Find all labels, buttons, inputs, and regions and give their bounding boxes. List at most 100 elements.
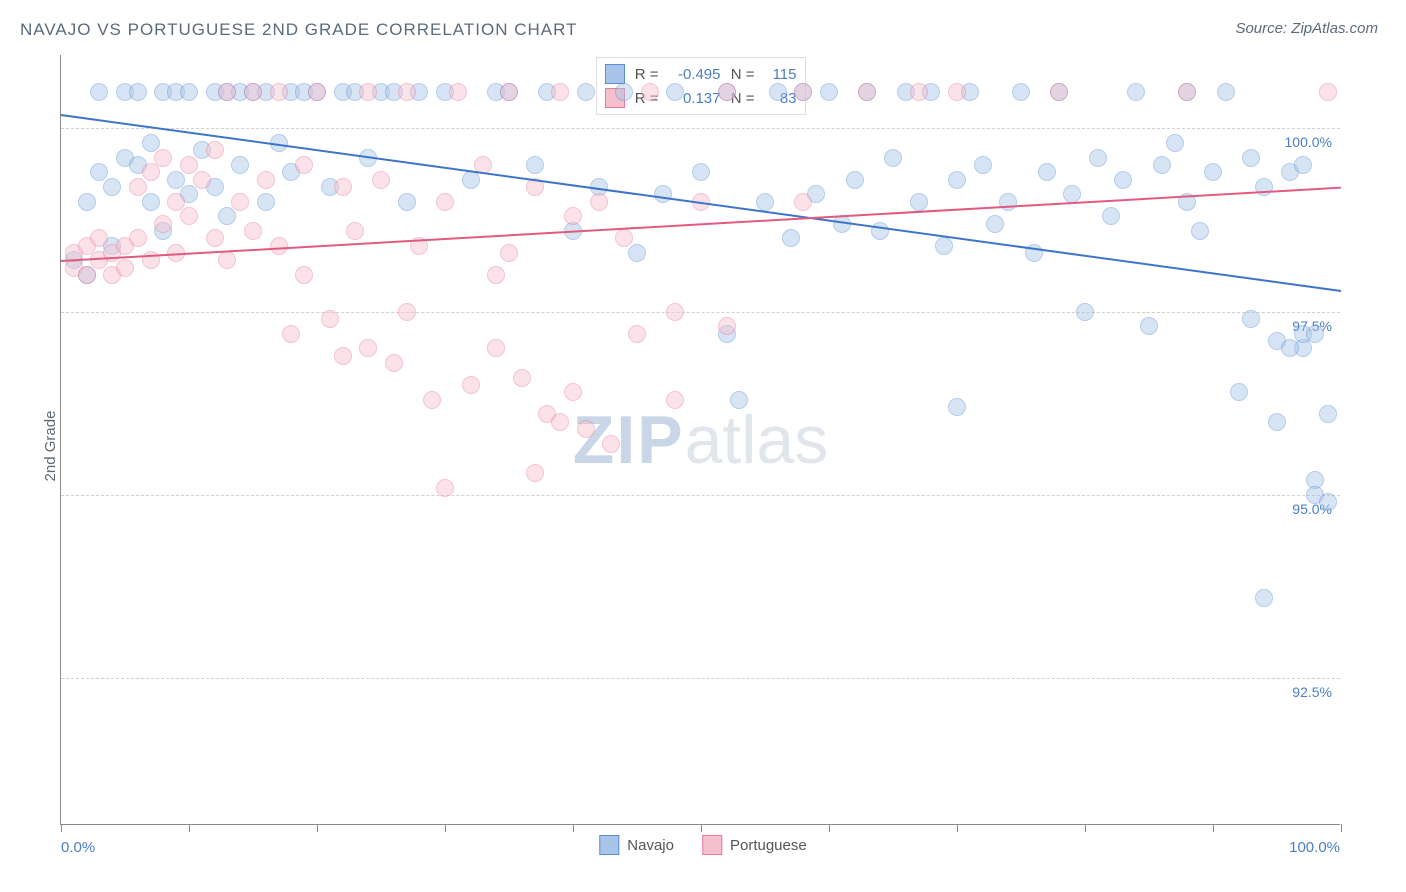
scatter-point <box>1306 325 1324 343</box>
scatter-point <box>142 134 160 152</box>
scatter-point <box>628 244 646 262</box>
scatter-point <box>398 193 416 211</box>
scatter-point <box>206 229 224 247</box>
scatter-point <box>1140 317 1158 335</box>
scatter-point <box>436 193 454 211</box>
x-tick <box>1085 824 1086 832</box>
scatter-point <box>1089 149 1107 167</box>
scatter-point <box>666 83 684 101</box>
scatter-point <box>295 266 313 284</box>
gridline <box>61 312 1340 313</box>
scatter-point <box>462 171 480 189</box>
x-tick <box>1213 824 1214 832</box>
scatter-point <box>551 413 569 431</box>
scatter-point <box>756 193 774 211</box>
scatter-point <box>948 83 966 101</box>
scatter-point <box>180 207 198 225</box>
scatter-point <box>295 156 313 174</box>
scatter-point <box>154 215 172 233</box>
scatter-point <box>180 83 198 101</box>
scatter-point <box>334 178 352 196</box>
scatter-point <box>1242 149 1260 167</box>
legend-r-label: R = <box>631 66 659 83</box>
trend-line <box>61 114 1341 292</box>
watermark-bold: ZIP <box>573 402 685 478</box>
y-axis-label: 2nd Grade <box>42 411 59 482</box>
scatter-point <box>1217 83 1235 101</box>
scatter-point <box>487 266 505 284</box>
scatter-point <box>206 141 224 159</box>
scatter-point <box>142 163 160 181</box>
scatter-point <box>1294 156 1312 174</box>
scatter-point <box>1076 303 1094 321</box>
x-tick <box>317 824 318 832</box>
scatter-point <box>692 163 710 181</box>
scatter-point <box>564 207 582 225</box>
scatter-point <box>577 83 595 101</box>
x-tick-label: 0.0% <box>61 839 95 856</box>
scatter-point <box>1050 83 1068 101</box>
scatter-point <box>78 193 96 211</box>
series-legend: Navajo Portuguese <box>599 835 806 855</box>
scatter-point <box>180 156 198 174</box>
scatter-point <box>910 83 928 101</box>
scatter-point <box>526 156 544 174</box>
scatter-point <box>718 83 736 101</box>
scatter-point <box>910 193 928 211</box>
scatter-point <box>564 383 582 401</box>
scatter-point <box>871 222 889 240</box>
scatter-point <box>359 339 377 357</box>
scatter-point <box>167 171 185 189</box>
scatter-point <box>334 347 352 365</box>
scatter-point <box>90 83 108 101</box>
legend-label: Portuguese <box>730 837 807 854</box>
scatter-point <box>935 237 953 255</box>
scatter-point <box>1268 413 1286 431</box>
scatter-point <box>641 83 659 101</box>
scatter-point <box>718 317 736 335</box>
scatter-point <box>1178 83 1196 101</box>
scatter-point <box>513 369 531 387</box>
scatter-point <box>116 259 134 277</box>
scatter-point <box>129 229 147 247</box>
scatter-point <box>218 207 236 225</box>
scatter-point <box>423 391 441 409</box>
scatter-point <box>590 193 608 211</box>
scatter-point <box>308 83 326 101</box>
y-tick-label: 100.0% <box>1285 134 1332 150</box>
scatter-point <box>666 303 684 321</box>
scatter-point <box>551 83 569 101</box>
scatter-point <box>948 398 966 416</box>
x-tick <box>61 824 62 832</box>
legend-swatch <box>599 835 619 855</box>
scatter-point <box>769 83 787 101</box>
legend-stat-row: R =0.137N =83 <box>605 86 797 110</box>
scatter-point <box>654 185 672 203</box>
scatter-point <box>436 479 454 497</box>
chart-source: Source: ZipAtlas.com <box>1235 20 1378 37</box>
scatter-point <box>398 83 416 101</box>
scatter-point <box>577 420 595 438</box>
legend-label: Navajo <box>627 837 674 854</box>
scatter-point <box>1114 171 1132 189</box>
legend-stat-row: R =-0.495N =115 <box>605 62 797 86</box>
scatter-point <box>244 83 262 101</box>
scatter-point <box>1204 163 1222 181</box>
scatter-point <box>1166 134 1184 152</box>
scatter-point <box>500 83 518 101</box>
x-tick <box>189 824 190 832</box>
scatter-point <box>103 178 121 196</box>
scatter-point <box>90 229 108 247</box>
scatter-point <box>500 244 518 262</box>
scatter-point <box>129 178 147 196</box>
scatter-point <box>884 149 902 167</box>
legend-swatch <box>702 835 722 855</box>
scatter-point <box>846 171 864 189</box>
scatter-point <box>1127 83 1145 101</box>
scatter-point <box>270 237 288 255</box>
legend-r-value: -0.495 <box>665 66 721 83</box>
scatter-point <box>257 193 275 211</box>
scatter-point <box>321 310 339 328</box>
legend-n-label: N = <box>727 66 755 83</box>
scatter-point <box>628 325 646 343</box>
